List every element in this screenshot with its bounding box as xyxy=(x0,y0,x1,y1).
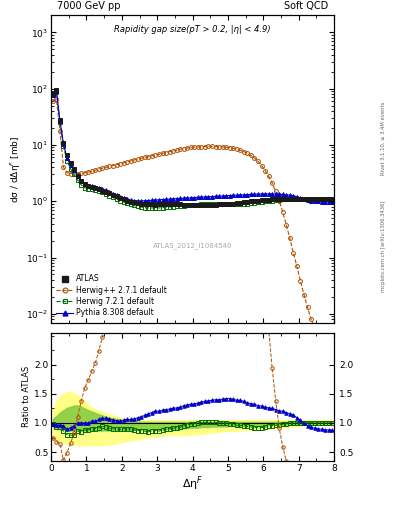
Text: Rivet 3.1.10, ≥ 3.4M events: Rivet 3.1.10, ≥ 3.4M events xyxy=(381,101,386,175)
Y-axis label: dσ / dΔη$^F$ [mb]: dσ / dΔη$^F$ [mb] xyxy=(9,135,23,203)
Y-axis label: Ratio to ATLAS: Ratio to ATLAS xyxy=(22,366,31,428)
Text: ATLAS_2012_I1084540: ATLAS_2012_I1084540 xyxy=(153,242,232,249)
Text: mcplots.cern.ch [arXiv:1306.3436]: mcplots.cern.ch [arXiv:1306.3436] xyxy=(381,200,386,291)
Legend: ATLAS, Herwig++ 2.7.1 default, Herwig 7.2.1 default, Pythia 8.308 default: ATLAS, Herwig++ 2.7.1 default, Herwig 7.… xyxy=(55,273,169,319)
Text: Soft QCD: Soft QCD xyxy=(284,1,329,11)
Text: 7000 GeV pp: 7000 GeV pp xyxy=(57,1,120,11)
X-axis label: Δη$^F$: Δη$^F$ xyxy=(182,474,203,493)
Text: Rapidity gap size(pT > 0.2, |η| < 4.9): Rapidity gap size(pT > 0.2, |η| < 4.9) xyxy=(114,25,271,34)
